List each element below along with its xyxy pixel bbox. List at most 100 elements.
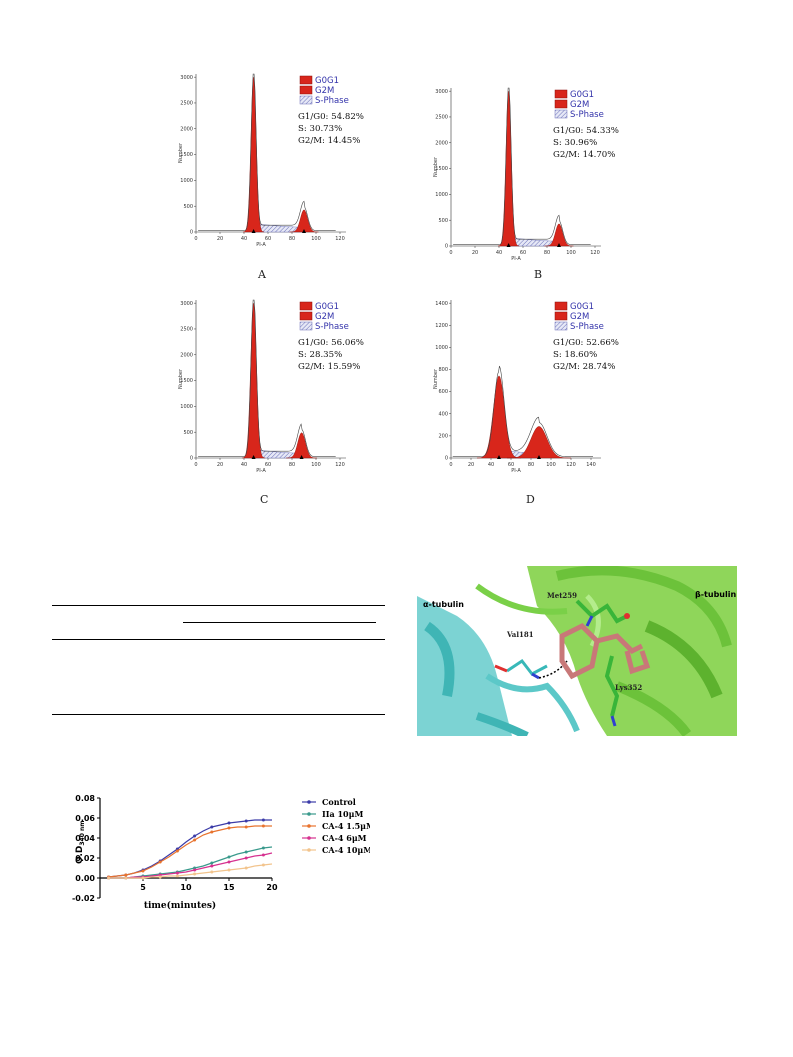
tub-series-point <box>124 876 128 880</box>
flow-y-tick: 0 <box>190 456 193 462</box>
tub-series-point <box>210 825 214 829</box>
tub-y-tick: 0.02 <box>75 854 95 863</box>
flow-y-tick: 1400 <box>435 301 448 307</box>
tub-y-tick: 0.08 <box>75 794 95 803</box>
flow-x-tick: 120 <box>335 462 345 468</box>
flow-x-tick: 0 <box>449 462 452 468</box>
flow-stat-text: S: 18.60% <box>553 350 597 360</box>
flow-g2m-peak <box>289 209 319 233</box>
flow-legend-label: G2M <box>570 100 589 110</box>
flow-x-tick: 20 <box>217 236 223 242</box>
flow-y-tick: 2000 <box>180 126 193 132</box>
flow-x-tick: 80 <box>289 462 295 468</box>
tub-legend-marker <box>307 824 311 828</box>
flow-x-tick: 0 <box>194 236 197 242</box>
tub-series-point <box>158 875 162 879</box>
tub-series-point <box>227 821 231 825</box>
flow-y-tick: 3000 <box>180 75 193 81</box>
tub-series-point <box>244 819 248 823</box>
flow-legend-swatch <box>299 311 313 321</box>
tub-y-tick: 0.04 <box>75 834 95 843</box>
flow-stat-text: G1/G0: 54.33% <box>553 126 619 136</box>
flow-g0g1-peak <box>242 77 265 233</box>
flow-y-tick: 3000 <box>180 301 193 307</box>
flow-g0g1-peak <box>476 375 522 459</box>
tub-legend-label: Control <box>322 797 356 807</box>
flow-x-tick: 40 <box>488 462 494 468</box>
flow-x-tick: 40 <box>496 250 502 256</box>
tub-y-axis-label: O.D340 nm <box>75 821 86 864</box>
residue-met259: Met259 <box>547 591 577 600</box>
flow-y-tick: 200 <box>438 433 448 439</box>
flow-y-axis-label: Number <box>433 156 439 177</box>
tub-series-point <box>193 838 197 842</box>
flow-x-tick: 60 <box>265 462 271 468</box>
flow-legend-label: S-Phase <box>570 110 604 120</box>
flow-y-axis-label: Number <box>433 368 439 389</box>
flow-g0g1-peak <box>241 303 266 459</box>
alpha-tubulin-label: α-tubulin <box>423 600 464 609</box>
flow-legend-swatch <box>299 301 313 311</box>
flow-panel-d: 0 200 400 600 800 1000 1200 1400 0 20 40 60 80 100 120… <box>433 292 633 482</box>
flow-y-tick: 2500 <box>180 101 193 107</box>
tubulin-polymerization-chart: -0.02 0.00 0.02 0.04 0.06 0.08 5 10 15 20 time(min… <box>70 790 375 911</box>
tub-legend-marker <box>307 812 311 816</box>
flow-stat-text: S: 30.73% <box>298 124 342 134</box>
flow-legend-swatch <box>299 85 313 95</box>
flow-x-tick: 120 <box>566 462 576 468</box>
flow-raw-outline <box>453 87 591 246</box>
flow-legend-label: G0G1 <box>315 76 339 86</box>
tub-x-axis-label: time(minutes) <box>144 900 216 910</box>
flow-y-tick: 1500 <box>180 378 193 384</box>
flow-y-tick: 0 <box>445 244 448 250</box>
flow-y-tick: 2000 <box>180 352 193 358</box>
flow-x-tick: 120 <box>590 250 600 256</box>
flow-y-tick: 500 <box>183 204 193 210</box>
tub-x-tick: 5 <box>140 883 146 892</box>
tub-series-point <box>175 849 179 853</box>
panel-label-a: A <box>258 268 266 281</box>
flow-peak-marker <box>251 229 256 233</box>
tub-series-point <box>210 861 214 865</box>
flow-legend-swatch <box>554 99 568 109</box>
flow-y-axis-label: Number <box>178 368 184 389</box>
flow-peak-marker <box>299 455 304 459</box>
tub-series-point <box>107 876 111 880</box>
flow-y-tick: 1000 <box>435 192 448 198</box>
flow-g2m-peak <box>506 426 572 459</box>
table-top-rule <box>52 605 385 606</box>
flow-peak-marker <box>497 455 501 459</box>
flow-peak-marker <box>537 455 541 459</box>
flow-g0g1-peak <box>497 91 520 247</box>
flow-x-tick: 100 <box>311 462 321 468</box>
flow-legend-label: G0G1 <box>570 90 594 100</box>
flow-y-tick: 0 <box>190 230 193 236</box>
tub-series-point <box>141 876 145 880</box>
flow-stat-text: S: 30.96% <box>553 138 597 148</box>
flow-raw-outline <box>452 365 593 458</box>
flow-y-tick: 500 <box>438 218 448 224</box>
tub-series-point <box>261 818 265 822</box>
flow-x-tick: 20 <box>468 462 474 468</box>
table-bottom-rule <box>52 714 385 715</box>
tub-series-point <box>193 872 197 876</box>
flow-y-tick: 3000 <box>435 89 448 95</box>
flow-x-tick: 40 <box>241 462 247 468</box>
flow-raw-outline <box>198 73 336 232</box>
flow-legend-swatch <box>554 321 568 331</box>
flow-stat-text: G1/G0: 54.82% <box>298 112 364 122</box>
tub-series-point <box>227 868 231 872</box>
tub-series-point <box>227 855 231 859</box>
flow-x-tick: 60 <box>520 250 526 256</box>
beta-tubulin-label: β-tubulin <box>695 590 736 599</box>
flow-legend-label: G2M <box>315 312 334 322</box>
flow-y-tick: 500 <box>183 430 193 436</box>
tub-legend-label: CA-4 10μM <box>322 845 370 855</box>
flow-y-tick: 1500 <box>180 152 193 158</box>
flow-y-tick: 400 <box>438 411 448 417</box>
tub-series-point <box>141 869 145 873</box>
flow-x-axis-label: PI-A <box>256 468 266 474</box>
tub-series-point <box>124 873 128 877</box>
flow-histogram-d: 0 200 400 600 800 1000 1200 1400 0 20 40 60 80 100 120… <box>433 300 619 474</box>
tub-legend-label: IIa 10μM <box>322 809 363 819</box>
